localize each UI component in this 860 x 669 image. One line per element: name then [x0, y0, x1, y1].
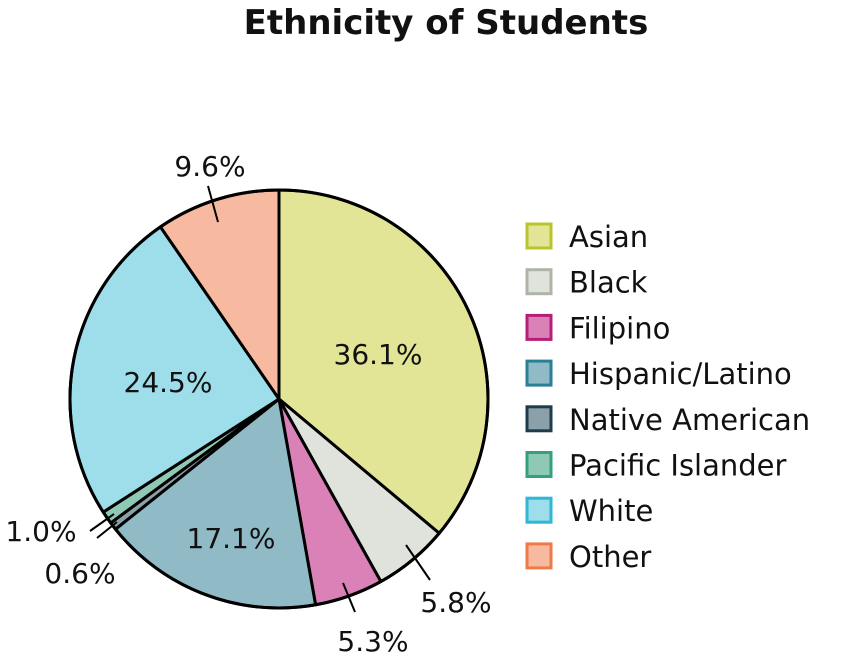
pie-labels: 36.1% 5.8% 5.3% 17.1% 0.6% 1.0% 24.5% 9.6% — [5, 150, 491, 658]
legend-label-filipino: Filipino — [569, 311, 670, 345]
pie-slices — [68, 188, 490, 610]
legend-label-native-american: Native American — [569, 403, 810, 437]
legend-swatch-hispanic-latino — [525, 359, 553, 387]
legend-swatch-filipino — [525, 313, 553, 341]
data-label-black: 5.8% — [420, 586, 491, 619]
leader-line-filipino — [342, 582, 356, 613]
leader-line-other — [207, 185, 219, 223]
leader-line-native-american — [96, 521, 118, 539]
data-label-hispanic-latino: 17.1% — [187, 522, 276, 555]
legend-swatch-pacific-islander — [525, 451, 553, 478]
legend: Asian Black Filipino Hispanic/Latino Native … — [525, 220, 810, 574]
legend-swatch-asian — [525, 222, 553, 250]
data-label-white: 24.5% — [124, 366, 213, 399]
legend-label-other: Other — [569, 540, 651, 574]
legend-swatch-white — [525, 496, 553, 524]
legend-swatch-other — [525, 542, 553, 570]
legend-swatch-black — [525, 268, 553, 296]
legend-swatch-native-american — [525, 405, 553, 433]
legend-label-asian: Asian — [569, 220, 648, 254]
data-label-asian: 36.1% — [334, 338, 423, 371]
data-label-filipino: 5.3% — [337, 625, 408, 658]
legend-label-black: Black — [569, 266, 648, 300]
data-label-other: 9.6% — [174, 150, 245, 183]
data-label-native-american: 0.6% — [44, 557, 115, 590]
leader-line-black — [405, 544, 431, 581]
pie-outline — [68, 188, 490, 610]
legend-label-hispanic-latino: Hispanic/Latino — [569, 357, 792, 391]
legend-label-white: White — [569, 494, 653, 528]
chart-title: Ethnicity of Students — [244, 3, 649, 43]
legend-label-pacific-islander: Pacific Islander — [569, 449, 787, 483]
leader-line-pacific-islander — [89, 513, 115, 532]
data-label-pacific-islander: 1.0% — [5, 515, 76, 548]
